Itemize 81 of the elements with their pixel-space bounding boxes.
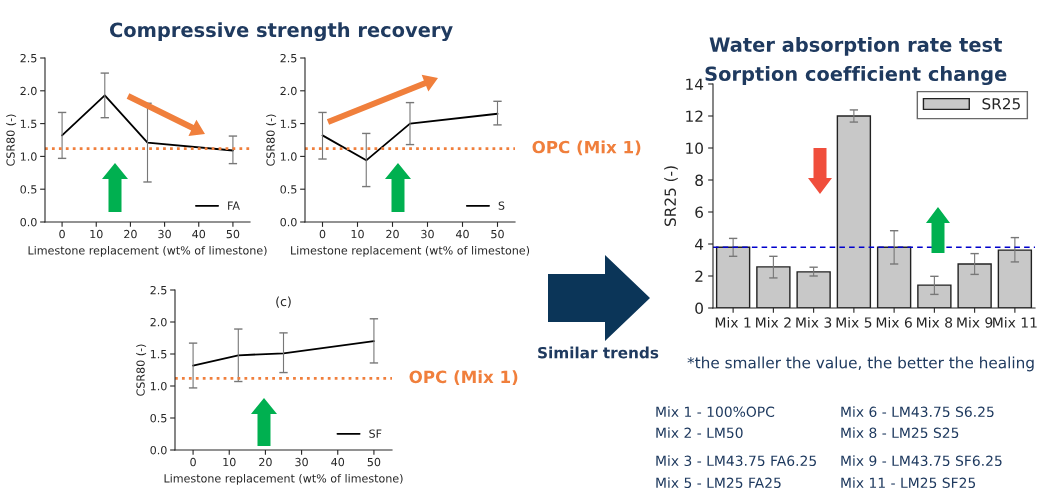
text: Mix 11 - LM25 SF25 <box>841 477 976 489</box>
x-tick-label: Mix 9 <box>957 317 993 328</box>
y-tick-label: 2.0 <box>20 86 37 96</box>
y-tick-label: 6 <box>695 206 704 219</box>
legend-label: S <box>498 201 505 210</box>
text: *the smaller the value, the better the healing <box>687 356 1034 372</box>
line-series <box>321 112 499 162</box>
text: Mix 3 - LM43.75 FA6.25 <box>656 455 816 467</box>
y-tick-label: 1.5 <box>150 350 167 359</box>
ref-line-label: OPC (Mix 1) <box>532 140 641 156</box>
legend-label: SF <box>369 429 382 438</box>
x-tick-label: 50 <box>367 457 381 467</box>
x-axis-title: Limestone replacement (wt% of limestone) <box>291 245 530 257</box>
y-tick-label: 1.0 <box>20 152 37 161</box>
x-tick-label: 0 <box>319 229 326 239</box>
y-tick-label: 10 <box>686 142 703 155</box>
y-axis-title: CSR80 (-) <box>136 344 147 396</box>
line-series <box>192 340 375 367</box>
y-tick-label: 0.5 <box>20 185 37 194</box>
x-tick-label: Mix 2 <box>756 317 791 328</box>
y-tick-label: 14 <box>686 78 704 90</box>
x-axis-title: Limestone replacement (wt% of limestone) <box>28 245 267 257</box>
y-tick-label: 2.5 <box>280 53 297 63</box>
x-tick-label: 30 <box>158 229 171 239</box>
y-tick-label: 1.5 <box>20 119 37 128</box>
y-tick-label: 2 <box>695 270 703 282</box>
x-tick-label: 10 <box>223 457 236 467</box>
y-axis-title: SR25 (-) <box>664 166 678 227</box>
y-tick-label: 12 <box>686 110 703 122</box>
ref-line-label: OPC (Mix 1) <box>409 370 518 386</box>
legend-label: FA <box>228 201 240 210</box>
line-series <box>61 94 234 152</box>
x-tick-label: Mix 8 <box>917 317 953 328</box>
chart-title: Compressive strength recovery <box>109 22 453 42</box>
x-tick-label: 30 <box>295 457 308 467</box>
y-tick-label: 1.0 <box>150 381 167 391</box>
y-tick-label: 0.5 <box>150 413 167 423</box>
y-axis-title: CSR80 (-) <box>266 114 277 166</box>
y-tick-label: 2.5 <box>20 53 37 63</box>
x-tick-label: 10 <box>90 229 103 239</box>
y-tick-label: 1.5 <box>280 119 297 128</box>
legend-label: SR25 <box>982 98 1020 110</box>
text: Mix 9 - LM43.75 SF6.25 <box>841 455 1002 467</box>
y-tick-label: 2.0 <box>280 86 297 96</box>
x-tick-label: 20 <box>124 229 137 239</box>
y-tick-label: 2.5 <box>150 285 167 295</box>
x-tick-label: 50 <box>491 229 504 239</box>
x-axis-title: Limestone replacement (wt% of limestone) <box>164 473 403 485</box>
y-tick-label: 0 <box>695 302 703 315</box>
y-tick-label: 8 <box>695 174 703 187</box>
y-tick-label: 0.0 <box>20 217 37 227</box>
y-tick-label: 0.0 <box>150 445 167 455</box>
x-tick-label: 10 <box>351 229 364 239</box>
x-tick-label: 20 <box>259 457 272 467</box>
text: Similar trends <box>538 346 659 359</box>
x-tick-label: 50 <box>226 229 240 239</box>
y-tick-label: 0.0 <box>280 217 297 227</box>
x-tick-label: 40 <box>455 229 469 239</box>
x-tick-label: 0 <box>190 457 196 467</box>
chart-title: Water absorption rate test Sorption coefficient change <box>705 36 1007 86</box>
x-tick-label: Mix 3 <box>796 317 832 328</box>
y-tick-label: 2.0 <box>150 317 167 327</box>
text: Mix 1 - 100%OPC <box>656 406 775 418</box>
text: Mix 8 - LM25 S25 <box>841 427 959 439</box>
y-axis-title: CSR80 (-) <box>6 114 17 166</box>
x-tick-label: 40 <box>192 229 206 239</box>
x-tick-label: 30 <box>421 229 434 239</box>
x-tick-label: Mix 6 <box>876 317 912 328</box>
annotation: (c) <box>276 296 291 308</box>
x-tick-label: 40 <box>331 457 345 467</box>
x-tick-label: Mix 11 <box>993 317 1037 328</box>
y-tick-label: 1.0 <box>280 152 297 161</box>
x-tick-label: 20 <box>386 229 399 239</box>
text: Mix 6 - LM43.75 S6.25 <box>841 406 994 418</box>
x-tick-label: 0 <box>59 229 65 239</box>
text: Mix 5 - LM25 FA25 <box>656 477 781 489</box>
x-tick-label: Mix 1 <box>715 317 751 328</box>
text: Mix 2 - LM50 <box>656 427 743 439</box>
y-tick-label: 4 <box>695 238 704 250</box>
x-tick-label: Mix 5 <box>836 317 872 328</box>
y-tick-label: 0.5 <box>280 185 297 194</box>
